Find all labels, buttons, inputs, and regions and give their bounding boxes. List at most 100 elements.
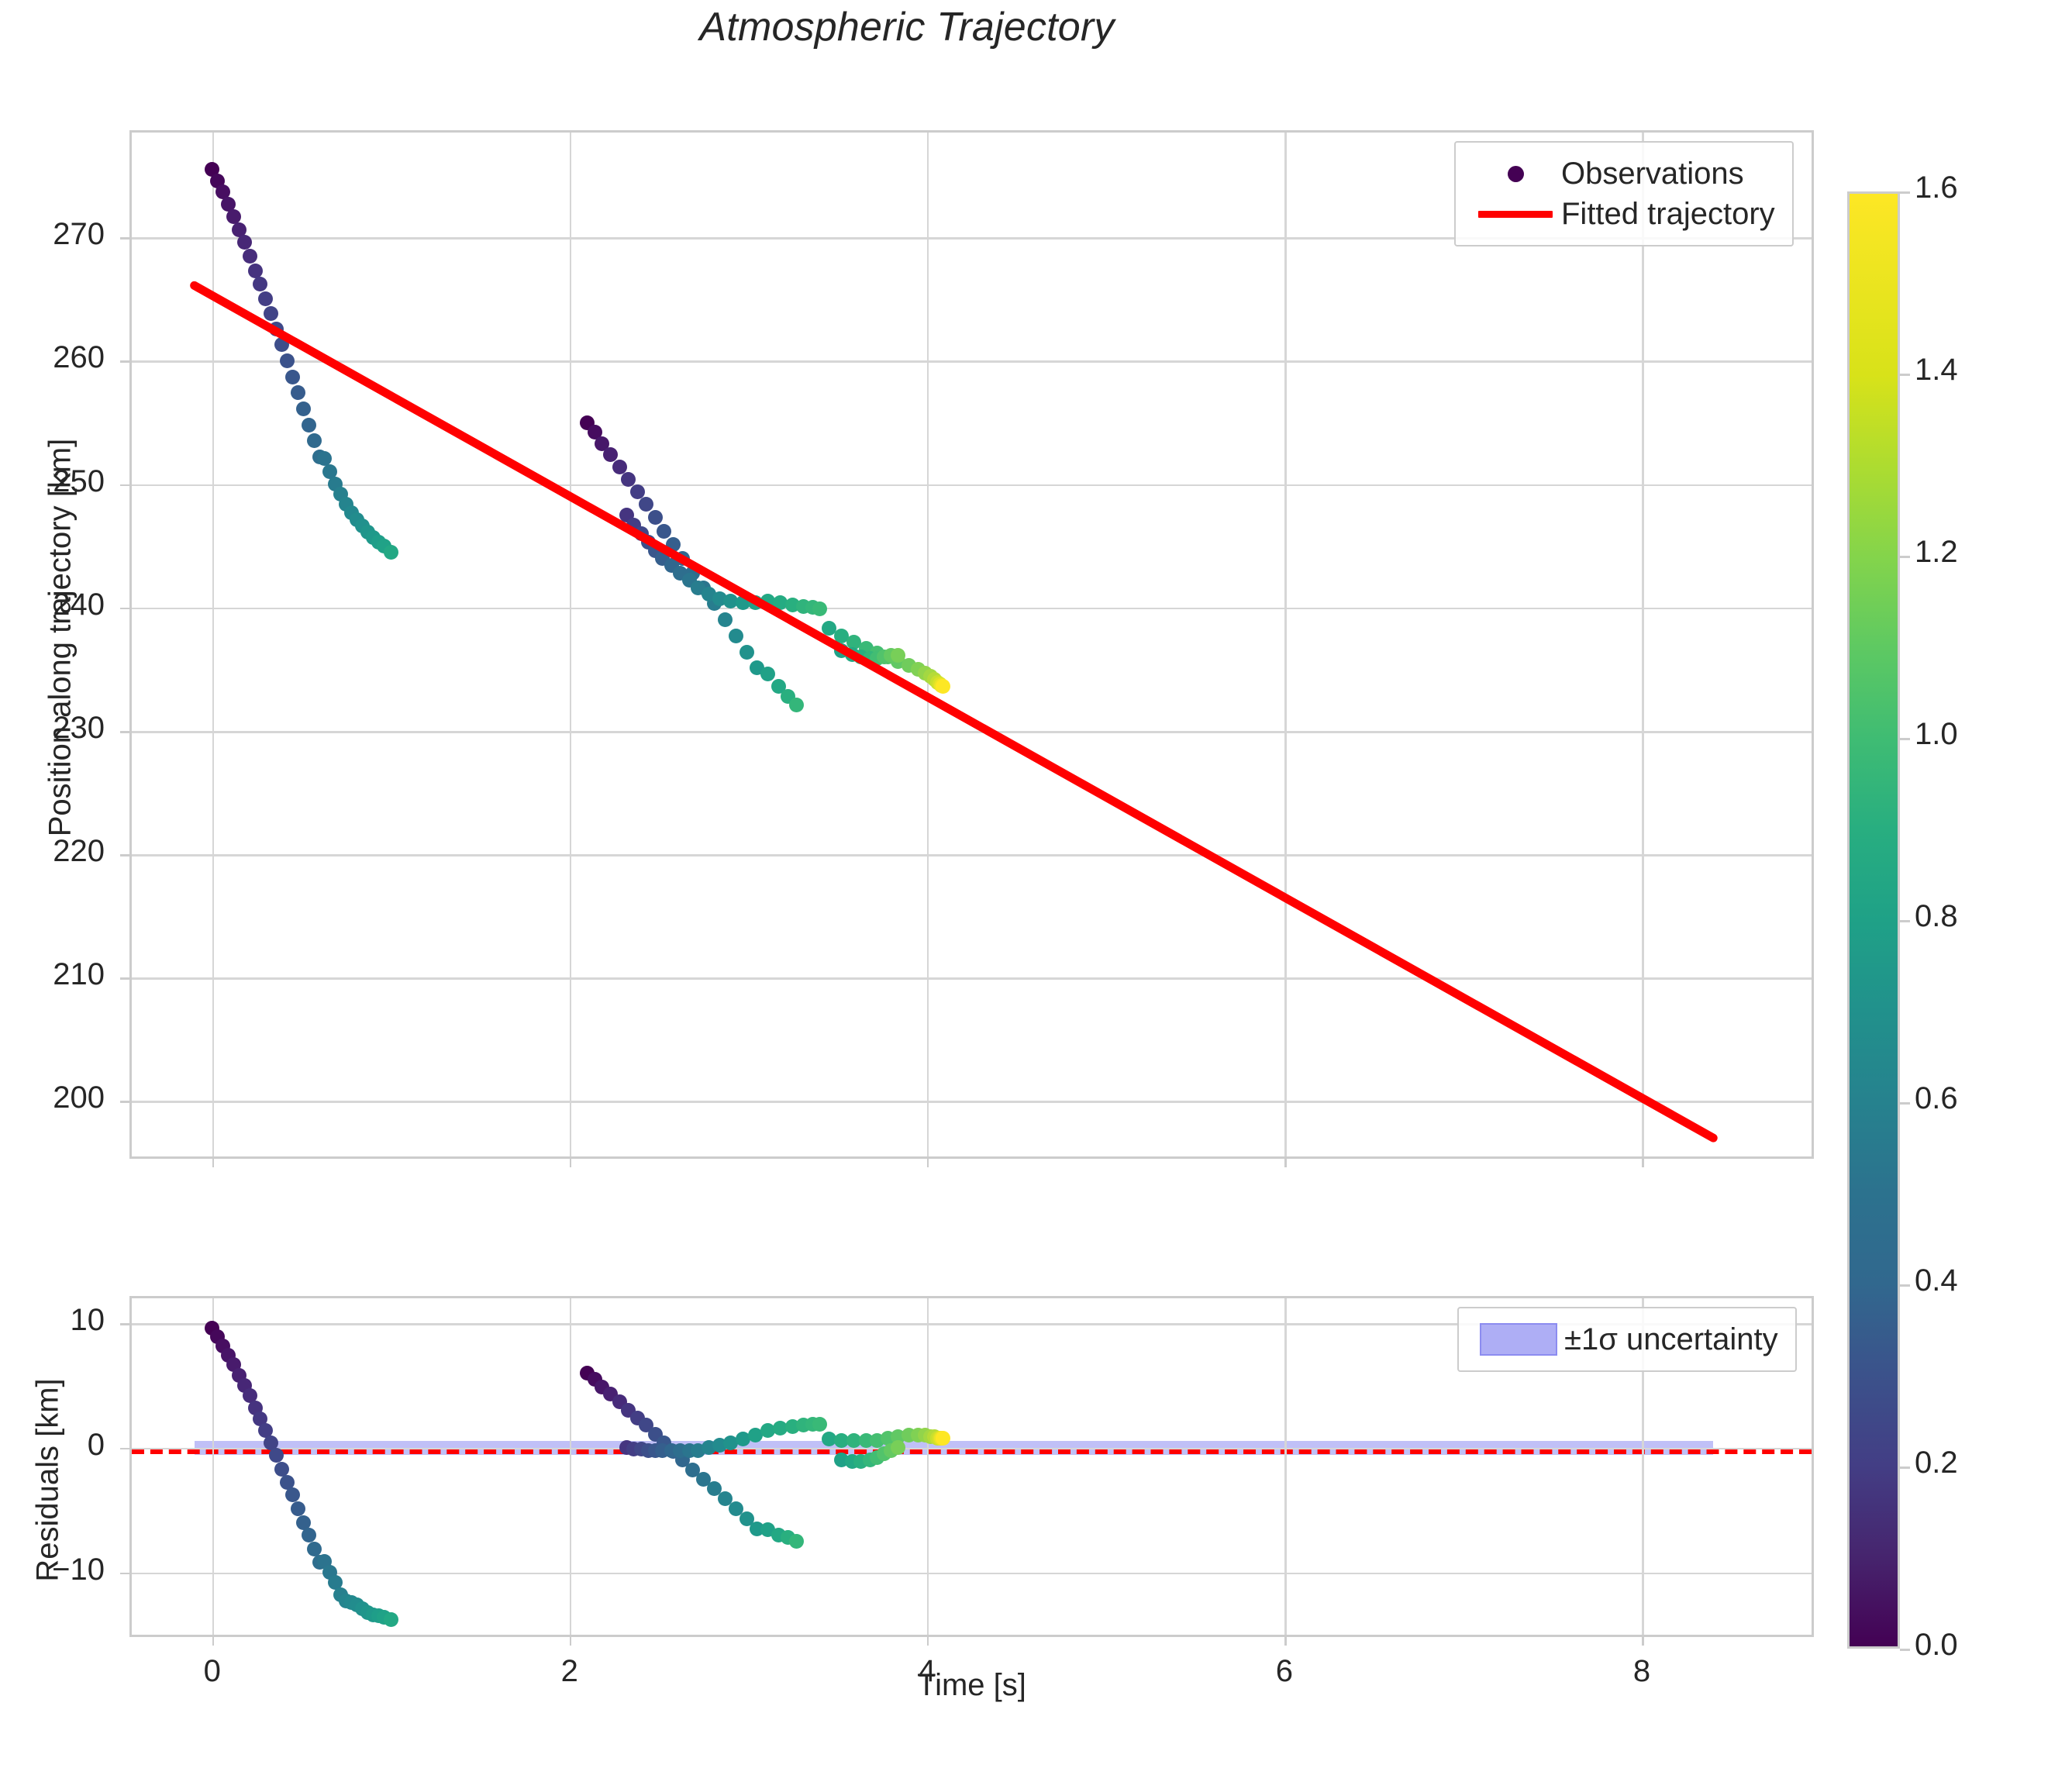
data-point (657, 523, 672, 539)
main-tick-y (120, 237, 129, 240)
data-point (231, 222, 247, 238)
data-point (728, 1501, 743, 1517)
main-tick-y (120, 1101, 129, 1103)
legend-label-fit: Fitted trajectory (1561, 196, 1775, 231)
data-point (821, 621, 836, 636)
resid-gridline-x (926, 1298, 929, 1635)
data-point (242, 1387, 257, 1403)
data-point (280, 1475, 295, 1491)
data-point (220, 196, 236, 212)
data-point (383, 544, 398, 560)
resid-gridline-x (569, 1298, 572, 1635)
x-tick-label: 2 (560, 1654, 578, 1688)
data-point (317, 1553, 333, 1569)
data-point (280, 353, 295, 368)
data-point (205, 162, 220, 178)
data-point (264, 1435, 279, 1450)
data-point (242, 248, 257, 264)
data-point (383, 1612, 398, 1628)
data-point (739, 644, 754, 660)
data-point (717, 1491, 733, 1507)
x-tick-label: 6 (1275, 1654, 1294, 1688)
resid-gridline-x (1641, 1298, 1644, 1635)
resid-tick-x (569, 1636, 572, 1646)
data-point (603, 446, 619, 462)
data-point (284, 1487, 300, 1503)
main-y-tick-label: 210 (53, 957, 105, 992)
main-gridline-y (132, 607, 1812, 610)
main-tick-x (569, 1158, 572, 1167)
data-point (833, 628, 849, 643)
main-gridline-y (132, 484, 1812, 487)
resid-tick-y (120, 1572, 129, 1575)
main-gridline-y (132, 730, 1812, 733)
main-gridline-y (132, 977, 1812, 980)
colorbar-tick (1900, 556, 1910, 558)
x-axis-label: Time [s] (917, 1668, 1026, 1702)
data-point (253, 277, 268, 292)
page-title: Atmospheric Trajectory (699, 5, 1115, 50)
data-point (936, 679, 951, 694)
main-y-tick-label: 270 (53, 217, 105, 252)
observations-marker-icon (1470, 165, 1561, 182)
data-point (301, 417, 316, 433)
main-gridline-x (212, 133, 215, 1156)
data-point (301, 1527, 316, 1542)
main-tick-x (1284, 1158, 1287, 1167)
data-point (306, 433, 322, 449)
data-point (812, 1416, 828, 1432)
data-point (812, 601, 828, 616)
residual-plot-area (132, 1298, 1812, 1635)
data-point (647, 510, 663, 526)
data-point (722, 594, 738, 609)
colorbar-tick (1900, 920, 1910, 922)
data-point (891, 648, 906, 663)
data-point (728, 628, 743, 643)
main-gridline-y (132, 854, 1812, 856)
x-tick-label: 4 (918, 1654, 936, 1688)
data-point (226, 209, 241, 224)
colorbar-tick (1900, 374, 1910, 376)
data-point (258, 1422, 274, 1438)
x-tick-label: 0 (203, 1654, 221, 1688)
resid-tick-x (1641, 1636, 1644, 1646)
colorbar-tick (1900, 1102, 1910, 1105)
legend-label-uncertainty: ±1σ uncertainty (1564, 1322, 1778, 1356)
resid-gridline-y (132, 1572, 1812, 1575)
main-tick-y (120, 730, 129, 733)
data-point (328, 1574, 343, 1590)
resid-y-tick-label: 10 (70, 1303, 105, 1338)
data-point (846, 634, 861, 650)
main-tick-x (926, 1158, 929, 1167)
main-plot-axes (129, 130, 1814, 1159)
data-point (735, 1432, 750, 1447)
colorbar-tick (1900, 738, 1910, 740)
data-point (748, 1428, 764, 1443)
colorbar (1847, 191, 1900, 1649)
data-point (290, 385, 305, 401)
main-tick-y (120, 854, 129, 856)
resid-gridline-y (132, 1447, 1812, 1450)
colorbar-tick-label: 0.0 (1915, 1628, 1958, 1662)
main-y-tick-label: 230 (53, 710, 105, 745)
colorbar-tick-label: 1.4 (1915, 353, 1958, 387)
data-point (226, 1356, 241, 1372)
data-point (612, 459, 627, 474)
data-point (717, 612, 733, 628)
fit-line-icon (1470, 210, 1561, 218)
data-point (258, 291, 274, 307)
resid-y-tick-label: 0 (87, 1427, 105, 1462)
data-point (253, 1411, 268, 1427)
main-tick-y (120, 360, 129, 364)
data-point (773, 1420, 788, 1436)
fitted-trajectory-line (190, 281, 1718, 1143)
x-tick-label: 8 (1632, 1654, 1651, 1688)
data-point (295, 1515, 311, 1530)
resid-tick-x (1284, 1636, 1287, 1646)
resid-y-tick-label: −10 (52, 1552, 105, 1587)
resid-tick-y (120, 1447, 129, 1450)
data-point (685, 1463, 701, 1478)
colorbar-tick-label: 1.6 (1915, 171, 1958, 205)
data-point (760, 667, 776, 682)
